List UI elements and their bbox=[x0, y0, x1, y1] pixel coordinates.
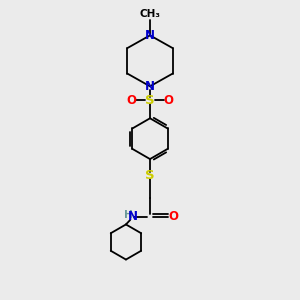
Text: O: O bbox=[127, 94, 136, 107]
Text: CH₃: CH₃ bbox=[140, 9, 160, 19]
Text: N: N bbox=[145, 80, 155, 93]
Text: O: O bbox=[164, 94, 173, 107]
Text: N: N bbox=[128, 210, 138, 223]
Text: S: S bbox=[145, 169, 155, 182]
Text: O: O bbox=[169, 210, 178, 223]
Text: H: H bbox=[124, 210, 132, 220]
Text: S: S bbox=[145, 94, 155, 107]
Text: N: N bbox=[145, 29, 155, 42]
